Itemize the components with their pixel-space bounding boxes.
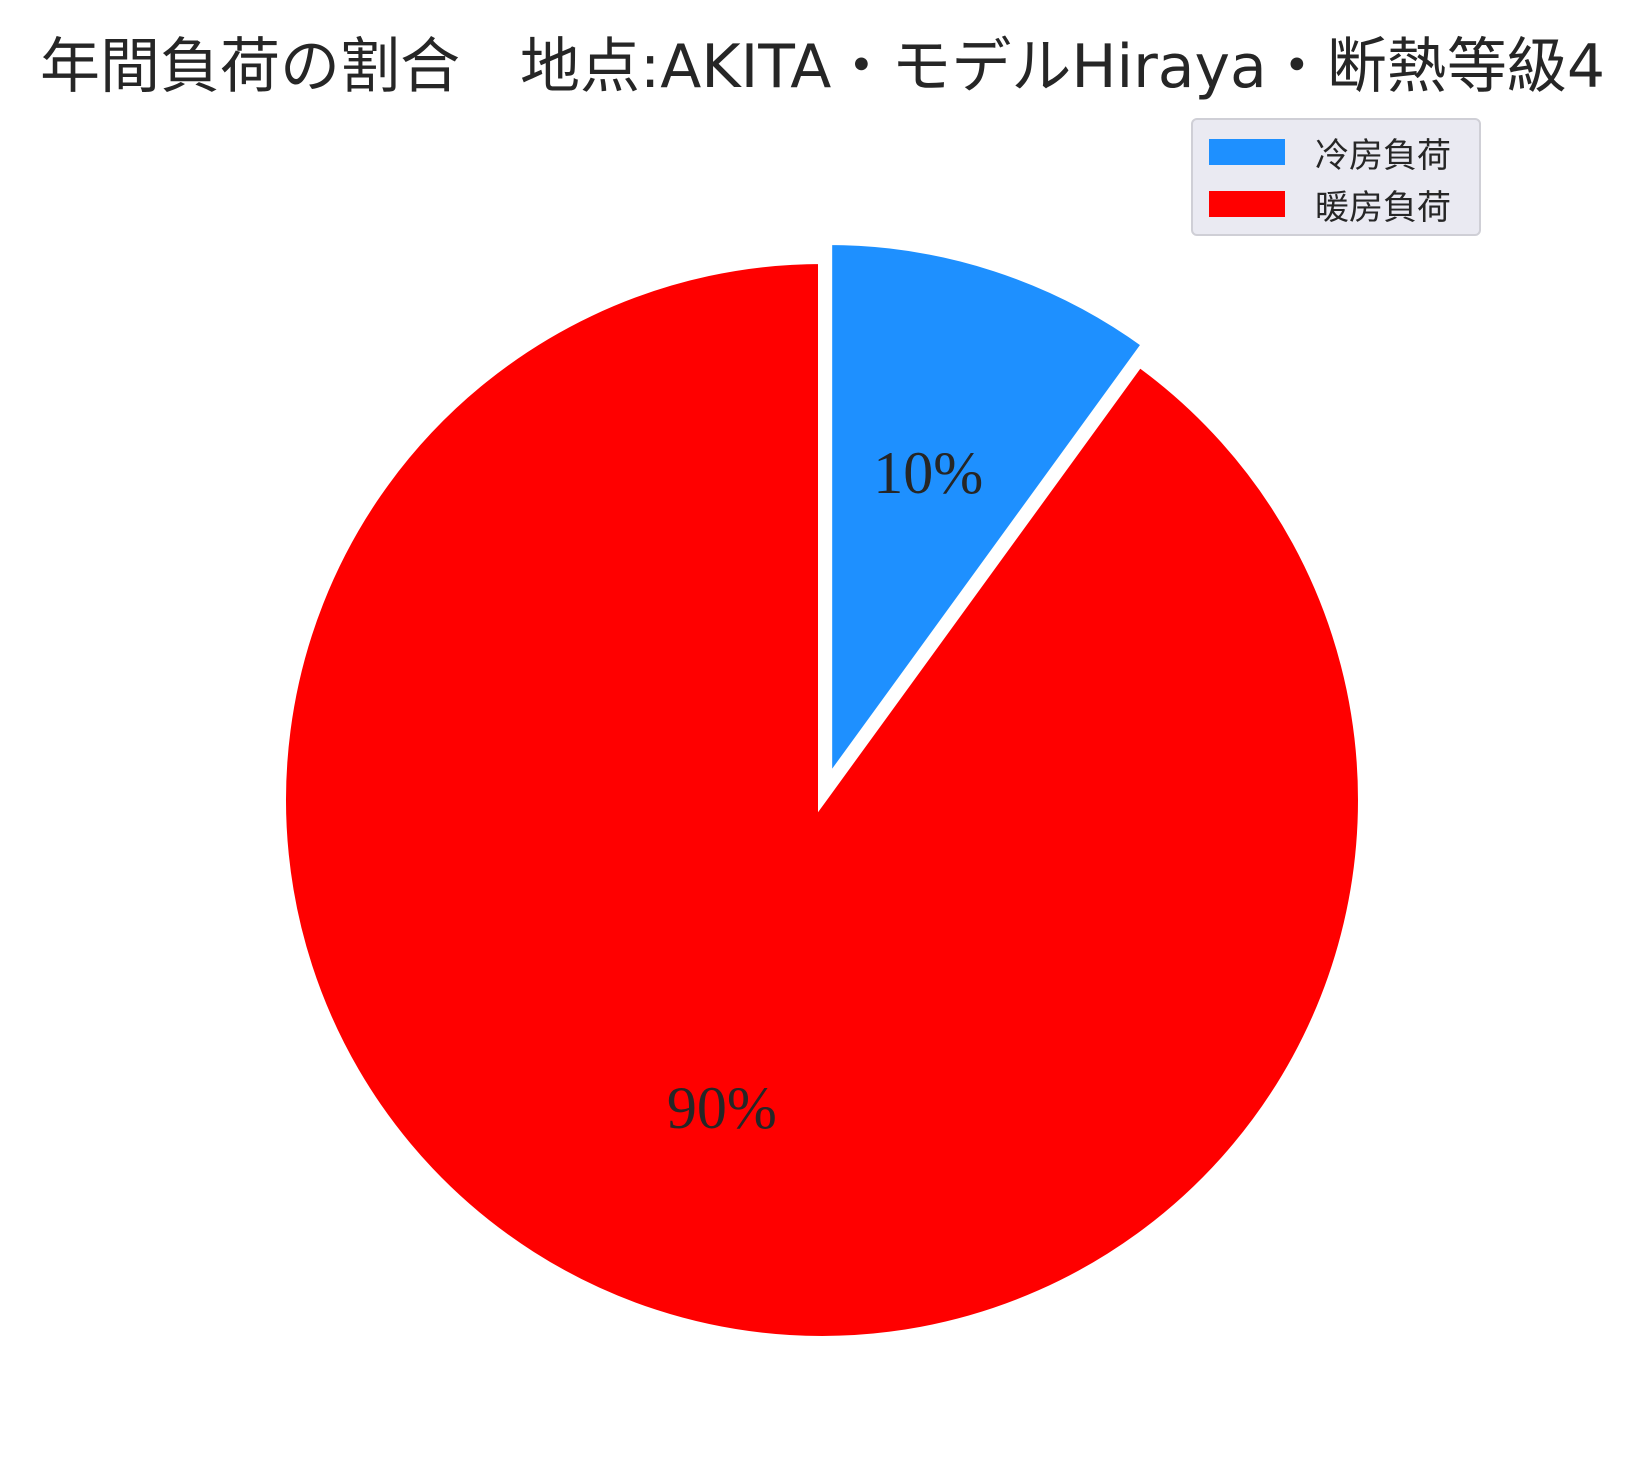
legend-item-cooling: 冷房負荷	[1209, 132, 1451, 176]
legend-label-heating: 暖房負荷	[1315, 187, 1451, 228]
chart-title: 年間負荷の割合 地点:AKITA・モデルHiraya・断熱等級4	[39, 32, 1605, 102]
legend-swatch-cooling	[1209, 139, 1285, 165]
pie-label-heating: 90%	[667, 1075, 777, 1141]
legend-item-heating: 暖房負荷	[1209, 184, 1451, 228]
pie-slice-cooling	[824, 236, 1152, 794]
legend-swatch-heating	[1209, 191, 1285, 217]
pie-label-cooling: 10%	[873, 440, 983, 506]
legend-label-cooling: 冷房負荷	[1315, 135, 1451, 176]
legend: 冷房負荷 暖房負荷	[1191, 118, 1481, 236]
pie-slice-heating	[278, 255, 1366, 1344]
